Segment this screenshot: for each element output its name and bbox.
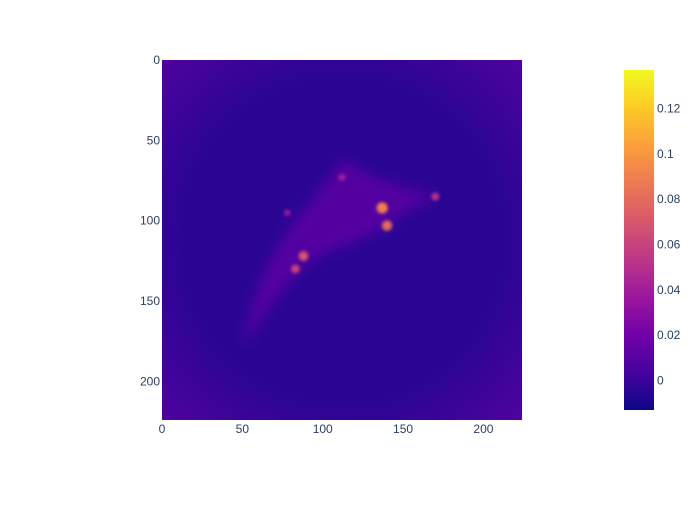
x-axis: 0 50 100 150 200 [159, 422, 494, 436]
hotspot-4 [431, 192, 440, 201]
x-tick-label: 150 [393, 422, 413, 436]
y-tick-label: 50 [147, 133, 161, 147]
colorbar-tick-label: 0.12 [657, 102, 681, 116]
heatmap-plot-area [162, 60, 522, 420]
y-tick-label: 100 [140, 214, 160, 228]
x-tick-label: 50 [236, 422, 250, 436]
hotspot-2 [298, 251, 309, 261]
colorbar-tick-label: 0 [657, 374, 664, 388]
colorbar-ticks: 0 0.02 0.04 0.06 0.08 0.1 0.12 [657, 102, 681, 388]
colorbar-tick-label: 0.04 [657, 283, 681, 297]
y-tick-label: 200 [140, 374, 160, 388]
colorbar-tick-label: 0.02 [657, 328, 681, 342]
bird-silhouette-glow [245, 158, 437, 340]
colorbar: 0 0.02 0.04 0.06 0.08 0.1 0.12 [624, 70, 681, 410]
hotspot-5 [338, 173, 346, 181]
hotspot-6 [283, 209, 291, 217]
colorbar-tick-label: 0.08 [657, 192, 681, 206]
x-tick-label: 0 [159, 422, 166, 436]
x-tick-label: 200 [473, 422, 493, 436]
hotspot-3 [290, 264, 300, 274]
hotspot-0 [376, 202, 388, 214]
colorbar-bar [624, 70, 654, 410]
x-tick-label: 100 [313, 422, 333, 436]
y-axis: 0 50 100 150 200 [140, 53, 160, 388]
y-tick-label: 0 [153, 53, 160, 67]
y-tick-label: 150 [140, 294, 160, 308]
hotspot-1 [381, 220, 393, 231]
colorbar-tick-label: 0.06 [657, 238, 681, 252]
colorbar-tick-label: 0.1 [657, 147, 674, 161]
hotspot-layer [283, 173, 440, 274]
